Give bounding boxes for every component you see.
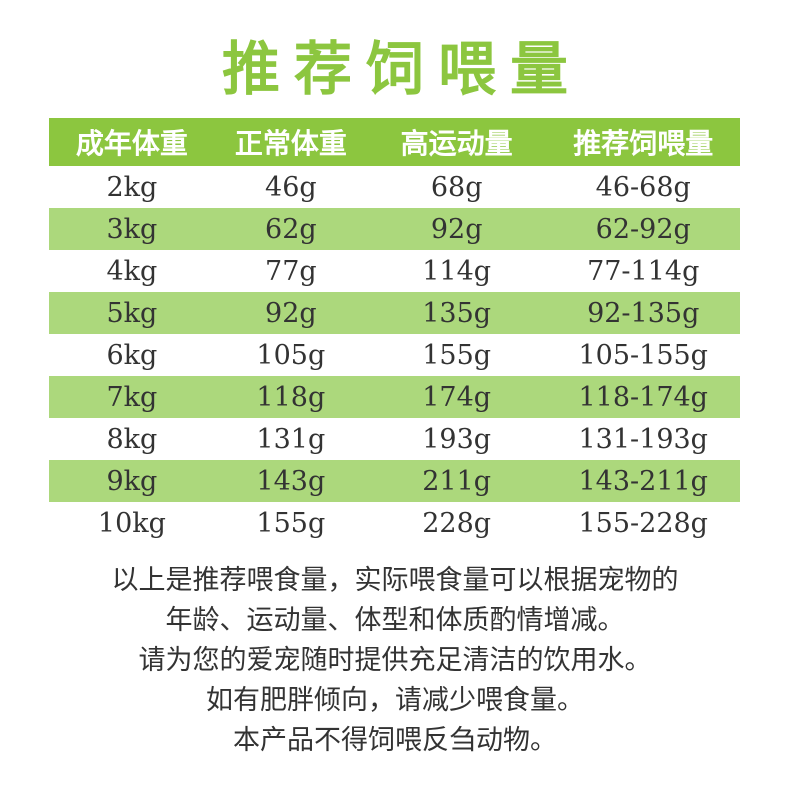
table-cell: 9kg [106,465,158,497]
table-cell: 62-92g [595,213,691,245]
table-cell: 155g [422,339,492,371]
table-cell: 131g [256,423,326,455]
table-cell: 2kg [106,171,158,203]
table-cell: 114g [422,255,492,287]
table-cell: 46-68g [595,171,691,203]
table-row: 6kg 105g 155g 105-155g [49,334,740,376]
table-cell: 7kg [106,381,158,413]
table-cell: 193g [422,423,492,455]
table-row: 5kg 92g 135g 92-135g [49,292,740,334]
table-cell: 143g [256,465,326,497]
table-row: 3kg 62g 92g 62-92g [49,208,740,250]
table-cell: 143-211g [578,465,708,497]
table-cell: 105g [256,339,326,371]
table-row: 4kg 77g 114g 77-114g [49,250,740,292]
table-cell: 92-135g [587,297,700,329]
table-cell: 135g [422,297,492,329]
table-cell: 174g [422,381,492,413]
table-cell: 6kg [106,339,158,371]
note-line: 请为您的爱宠随时提供充足清洁的饮用水。 [138,645,652,675]
table-cell: 10kg [97,507,166,539]
feeding-table: 成年体重 正常体重 高运动量 推荐饲喂量 2kg 46g 68g 46-68g 3kg 6… [49,118,740,544]
table-body: 2kg 46g 68g 46-68g 3kg 62g 92g 62-92g 4kg 77g 114g… [49,166,740,544]
column-header-recommended-amount: 推荐饲喂量 [573,128,714,159]
note-line: 以上是推荐喂食量，实际喂食量可以根据宠物的 [111,565,679,595]
page-title: 推荐饲喂量 [221,37,582,102]
table-row: 2kg 46g 68g 46-68g [49,166,740,208]
table-cell: 228g [422,507,492,539]
table-cell: 131-193g [578,423,708,455]
note-line: 如有肥胖倾向，请减少喂食量。 [206,685,584,715]
table-row: 10kg 155g 228g 155-228g [49,502,740,544]
column-header-adult-weight: 成年体重 [75,128,188,159]
table-cell: 155-228g [578,507,708,539]
table-cell: 8kg [106,423,158,455]
column-header-normal-weight: 正常体重 [234,128,347,159]
table-cell: 118g [256,381,326,413]
table-cell: 92g [430,213,483,245]
table-cell: 5kg [106,297,158,329]
column-header-high-activity: 高运动量 [400,128,513,159]
table-row: 9kg 143g 211g 143-211g [49,460,740,502]
note-line: 年龄、运动量、体型和体质酌情增减。 [165,605,625,635]
table-cell: 3kg [106,213,158,245]
table-cell: 105-155g [578,339,708,371]
table-cell: 118-174g [578,381,708,413]
table-cell: 46g [265,171,317,203]
table-row: 7kg 118g 174g 118-174g [49,376,740,418]
table-cell: 77-114g [587,255,700,287]
table-cell: 211g [422,465,492,497]
note-line: 本产品不得饲喂反刍动物。 [233,725,557,755]
table-row: 8kg 131g 193g 131-193g [49,418,740,460]
table-cell: 77g [265,255,317,287]
table-cell: 4kg [106,255,158,287]
table-cell: 68g [430,171,483,203]
table-cell: 92g [265,297,317,329]
feeding-notes: 以上是推荐喂食量，实际喂食量可以根据宠物的 年龄、运动量、体型和体质酌情增减。 … [0,560,790,760]
table-header-row: 成年体重 正常体重 高运动量 推荐饲喂量 [49,118,740,166]
table-cell: 62g [265,213,317,245]
table-cell: 155g [256,507,326,539]
